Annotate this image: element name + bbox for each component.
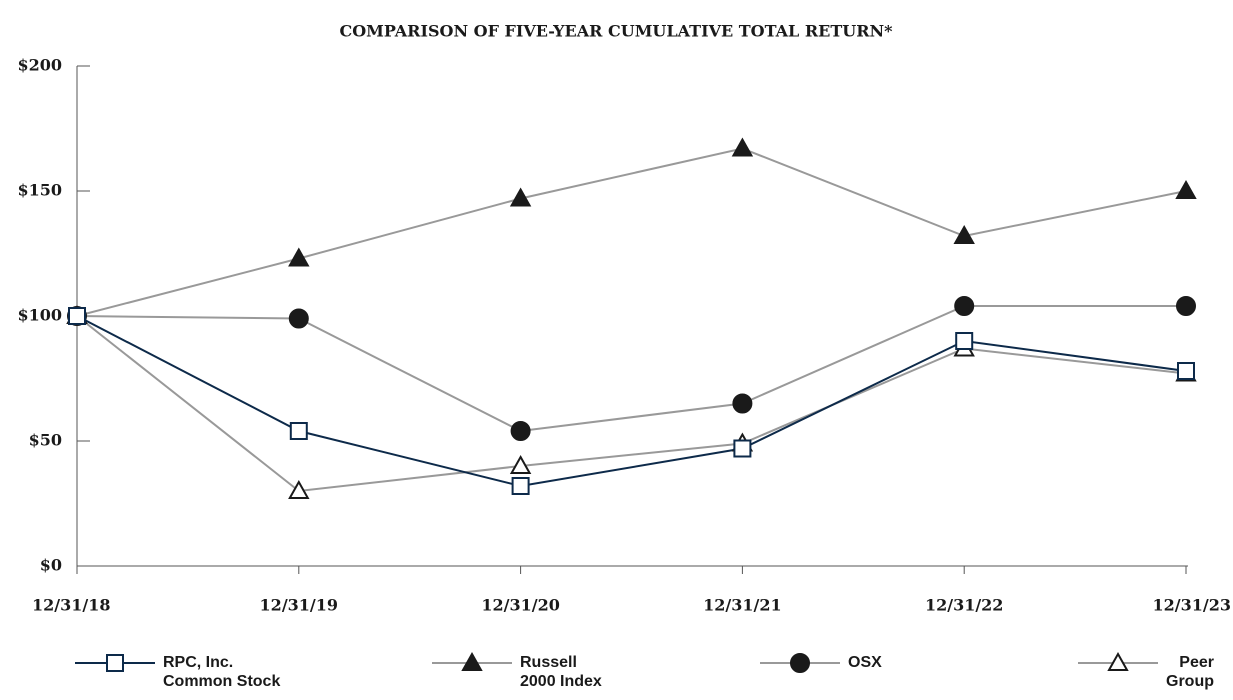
point-marker — [1177, 362, 1195, 380]
point-marker — [1175, 179, 1197, 199]
legend-marker — [790, 653, 810, 673]
point-marker — [68, 307, 86, 325]
point-marker — [509, 187, 532, 207]
y-tick-label: $0 — [40, 556, 62, 575]
y-tick-label: $100 — [17, 306, 62, 325]
y-tick-label: $200 — [17, 56, 62, 75]
legend-marker — [106, 654, 124, 672]
point-marker — [954, 296, 975, 316]
y-tick-label: $50 — [29, 431, 62, 450]
point-marker — [288, 247, 310, 267]
point-marker — [511, 477, 530, 495]
x-tick-label: 12/31/19 — [260, 596, 338, 615]
point-marker — [509, 454, 532, 474]
point-marker — [288, 479, 310, 499]
legend-label: OSX — [848, 654, 882, 671]
legend-marker — [1107, 651, 1129, 671]
legend-marker — [461, 651, 483, 671]
series-line — [76, 315, 1187, 488]
point-marker — [510, 421, 531, 441]
point-marker — [732, 393, 753, 414]
point-marker — [1176, 296, 1196, 316]
y-tick-label: $150 — [17, 181, 62, 200]
series-line — [76, 305, 1186, 433]
x-tick-label: 12/31/18 — [32, 596, 110, 615]
point-marker — [731, 137, 754, 157]
point-marker — [733, 439, 752, 458]
point-marker — [288, 308, 309, 329]
point-marker — [955, 332, 974, 350]
x-tick-label: 12/31/20 — [481, 596, 559, 615]
x-tick-label: 12/31/23 — [1153, 596, 1231, 615]
chart-title: COMPARISON OF FIVE-YEAR CUMULATIVE TOTAL… — [340, 22, 894, 41]
legend-label: Russell 2000 Index — [520, 654, 602, 690]
point-marker — [953, 224, 975, 244]
series-line — [76, 147, 1187, 317]
point-marker — [289, 422, 308, 440]
legend-label: Peer Group — [1166, 654, 1214, 690]
x-tick-label: 12/31/22 — [925, 596, 1003, 615]
x-tick-label: 12/31/21 — [703, 596, 781, 615]
legend-label: RPC, Inc. Common Stock — [163, 654, 281, 690]
series-line — [76, 315, 1187, 493]
